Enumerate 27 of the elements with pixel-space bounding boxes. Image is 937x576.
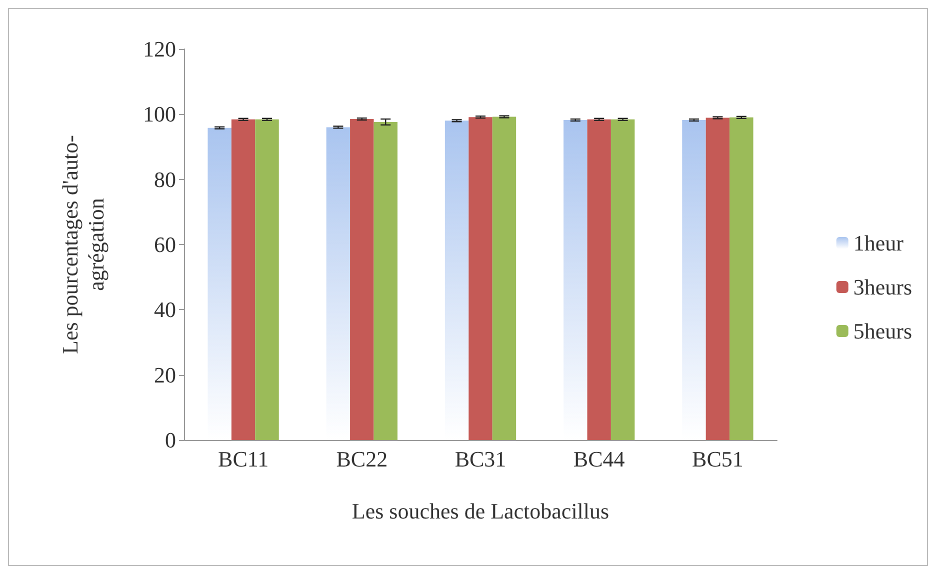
x-tick-label: BC44 [573, 446, 625, 472]
x-tick-label: BC22 [336, 446, 388, 472]
y-tick-label: 0 [165, 428, 176, 452]
bar [587, 119, 611, 440]
bar [610, 119, 635, 440]
bar [231, 119, 256, 440]
x-tick-label: BC31 [454, 446, 506, 472]
bar [706, 118, 730, 440]
bar [350, 119, 374, 440]
bar [374, 122, 398, 440]
legend-label: 5heurs [853, 318, 912, 344]
y-tick-label: 80 [154, 166, 176, 192]
x-axis-title: Les souches de Lactobacillus [352, 498, 610, 524]
bar [468, 117, 492, 440]
y-axis-title: Les pourcentages d'auto-agrégation [58, 135, 108, 354]
bar [255, 119, 279, 440]
x-tick-label: BC11 [218, 446, 269, 472]
y-tick-label: 60 [154, 232, 176, 257]
y-tick-label: 120 [143, 36, 176, 62]
y-tick-label: 20 [154, 362, 176, 388]
y-tick-label: 40 [154, 297, 176, 322]
legend-label: 1heur [853, 230, 904, 256]
y-tick-label: 100 [143, 102, 176, 127]
bar [730, 117, 754, 440]
bar [492, 116, 516, 440]
legend-label: 3heurs [853, 274, 912, 300]
x-tick-label: BC51 [692, 446, 744, 472]
